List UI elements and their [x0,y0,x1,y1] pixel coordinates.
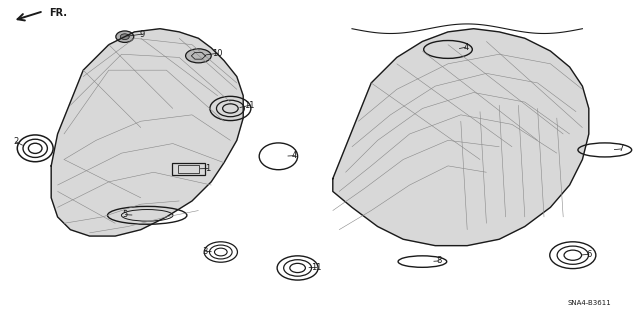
Text: 3: 3 [202,247,207,256]
Bar [179,165,199,173]
Text: 8: 8 [436,256,442,265]
Text: 10: 10 [212,49,223,58]
Bar [172,163,205,175]
Text: 9: 9 [140,30,145,39]
Polygon shape [333,29,589,246]
Text: 6: 6 [586,250,591,259]
Text: 1: 1 [205,164,211,173]
Text: 7: 7 [618,145,623,153]
Text: FR.: FR. [49,8,67,19]
Text: 5: 5 [123,210,128,219]
Text: 11: 11 [312,263,322,272]
Ellipse shape [116,31,134,42]
Ellipse shape [120,34,129,40]
Text: 2: 2 [13,137,19,146]
Polygon shape [51,29,243,236]
Ellipse shape [186,49,211,63]
Text: 4: 4 [463,43,468,52]
Text: 11: 11 [244,101,255,110]
Text: SNA4-B3611: SNA4-B3611 [568,300,611,306]
Text: 4: 4 [292,151,297,160]
